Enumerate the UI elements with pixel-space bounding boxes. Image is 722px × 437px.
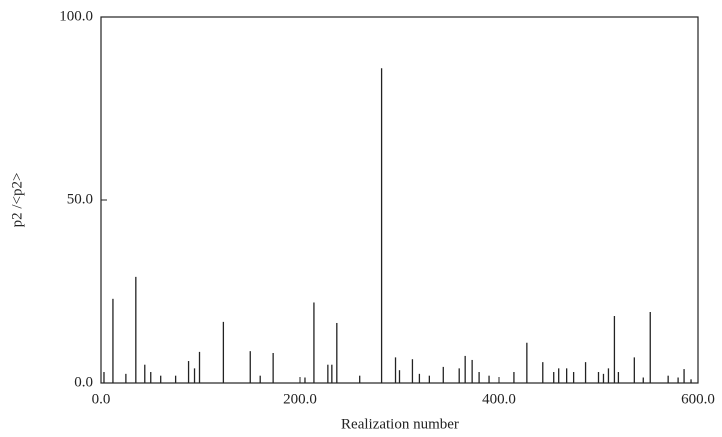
x-tick-label: 200.0 — [283, 391, 317, 407]
y-tick-label: 100.0 — [59, 8, 93, 24]
y-tick-label: 50.0 — [67, 191, 93, 207]
x-tick-label: 0.0 — [92, 391, 111, 407]
y-tick-label: 0.0 — [74, 374, 93, 390]
x-axis-label: Realization number — [341, 416, 459, 432]
y-axis-label: p2 /<p2> — [9, 173, 25, 228]
x-tick-label: 400.0 — [482, 391, 516, 407]
plot-frame — [100, 16, 699, 384]
x-tick-label: 600.0 — [681, 391, 715, 407]
